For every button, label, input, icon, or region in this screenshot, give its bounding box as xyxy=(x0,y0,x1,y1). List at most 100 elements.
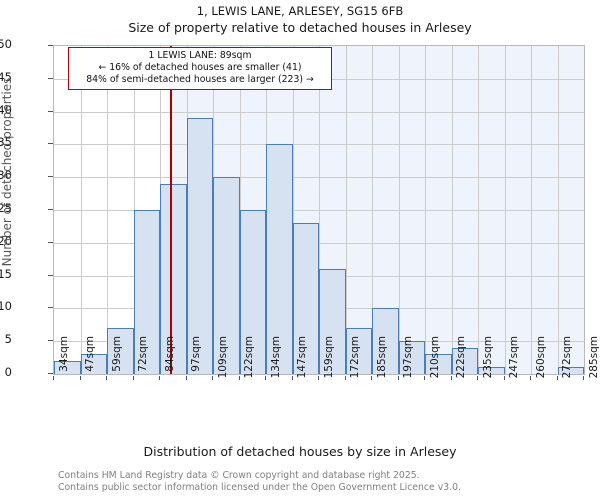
property-annotation-box: 1 LEWIS LANE: 89sqm ← 16% of detached ho… xyxy=(68,47,332,90)
gridline-x-13 xyxy=(398,46,400,374)
attribution-footer: Contains HM Land Registry data © Crown c… xyxy=(58,470,461,495)
gridline-x-17 xyxy=(504,46,506,374)
chart-title-subtitle: Size of property relative to detached ho… xyxy=(128,20,472,35)
x-tick-mark-20 xyxy=(583,376,584,380)
chart-title-address: 1, LEWIS LANE, ARLESEY, SG15 6FB xyxy=(196,4,404,18)
histogram-bar xyxy=(80,354,107,374)
x-tick-label-8: 134sqm xyxy=(269,336,282,379)
histogram-bar xyxy=(186,118,213,374)
y-tick-mark-45 xyxy=(48,77,53,79)
y-tick-label-30: 30 xyxy=(0,168,12,183)
y-axis-title: Number of detached properties xyxy=(0,77,14,267)
histogram-bar xyxy=(398,341,425,374)
x-tick-label-5: 97sqm xyxy=(190,336,202,372)
x-axis-title: Distribution of detached houses by size … xyxy=(143,444,457,459)
histogram-bar xyxy=(425,354,452,374)
x-tick-label-6: 109sqm xyxy=(216,336,229,379)
x-tick-label-12: 185sqm xyxy=(375,336,388,379)
x-tick-mark-0 xyxy=(53,376,54,380)
x-tick-mark-7 xyxy=(238,376,240,380)
x-tick-label-19: 272sqm xyxy=(561,336,573,379)
x-tick-label-18: 260sqm xyxy=(534,336,547,379)
x-tick-label-10: 159sqm xyxy=(322,336,335,379)
gridline-x-11 xyxy=(345,46,347,374)
gridline-x-14 xyxy=(425,46,426,374)
x-tick-label-4: 84sqm xyxy=(163,336,176,372)
x-tick-label-0: 34sqm xyxy=(57,336,70,372)
y-tick-label-45: 45 xyxy=(0,69,12,84)
x-tick-label-7: 122sqm xyxy=(243,336,255,379)
gridline-x-10 xyxy=(319,46,320,374)
annotation-line-2: ← 16% of detached houses are smaller (41… xyxy=(98,61,302,73)
x-tick-mark-18 xyxy=(530,376,531,380)
y-tick-label-5: 5 xyxy=(4,332,12,347)
histogram-bar xyxy=(160,183,187,374)
x-tick-mark-5 xyxy=(185,376,187,380)
y-tick-mark-0 xyxy=(48,373,53,374)
y-tick-label-50: 50 xyxy=(0,37,12,51)
x-tick-mark-6 xyxy=(212,376,213,380)
footer-line-1: Contains HM Land Registry data © Crown c… xyxy=(58,470,420,481)
plot-area xyxy=(53,45,585,375)
x-tick-mark-16 xyxy=(477,376,478,380)
x-tick-mark-4 xyxy=(159,376,160,380)
y-tick-label-0: 0 xyxy=(4,365,12,379)
annotation-line-1: 1 LEWIS LANE: 89sqm xyxy=(148,50,252,61)
x-tick-label-17: 247sqm xyxy=(508,336,520,379)
histogram-bar xyxy=(292,223,319,374)
x-tick-label-16: 235sqm xyxy=(481,336,494,379)
y-tick-label-35: 35 xyxy=(0,135,12,150)
x-tick-label-14: 210sqm xyxy=(428,336,441,379)
x-tick-mark-19 xyxy=(556,376,558,380)
x-tick-mark-1 xyxy=(79,376,81,380)
histogram-bars xyxy=(54,46,584,374)
annotation-line-3: 84% of semi-detached houses are larger (… xyxy=(86,73,314,85)
gridline-x-9 xyxy=(292,46,294,374)
histogram-bar xyxy=(451,347,478,374)
x-tick-label-20: 285sqm xyxy=(587,336,600,379)
histogram-bar xyxy=(557,367,584,374)
histogram-bar xyxy=(107,328,134,374)
gridline-x-2 xyxy=(107,46,108,374)
gridline-x-1 xyxy=(80,46,82,374)
y-tick-mark-25 xyxy=(48,209,53,210)
footer-line-2: Contains public sector information licen… xyxy=(58,482,461,494)
x-tick-mark-14 xyxy=(424,376,425,380)
y-tick-label-10: 10 xyxy=(0,299,12,314)
y-tick-mark-20 xyxy=(48,241,53,243)
y-tick-mark-15 xyxy=(48,274,53,276)
gridline-x-19 xyxy=(557,46,559,374)
y-tick-mark-40 xyxy=(48,110,53,112)
histogram-bar xyxy=(239,210,266,374)
y-tick-label-15: 15 xyxy=(0,266,12,281)
histogram-bar xyxy=(478,367,505,374)
x-tick-mark-12 xyxy=(371,376,372,380)
histogram-bar xyxy=(345,328,372,374)
histogram-bar xyxy=(372,308,399,374)
gridline-x-12 xyxy=(372,46,373,374)
x-tick-label-9: 147sqm xyxy=(296,336,308,379)
histogram-bar xyxy=(213,177,240,374)
x-tick-mark-15 xyxy=(450,376,452,380)
y-tick-mark-50 xyxy=(48,45,53,46)
histogram-bar xyxy=(266,144,293,374)
y-tick-label-20: 20 xyxy=(0,233,12,248)
property-size-marker-line xyxy=(170,46,173,374)
x-tick-mark-11 xyxy=(344,376,346,380)
x-tick-label-2: 59sqm xyxy=(110,336,123,372)
histogram-bar xyxy=(319,269,346,374)
x-tick-label-3: 72sqm xyxy=(137,336,149,372)
histogram-bar xyxy=(54,360,81,374)
gridline-x-18 xyxy=(531,46,532,374)
x-tick-label-15: 222sqm xyxy=(455,336,467,379)
x-tick-mark-9 xyxy=(291,376,293,380)
y-tick-mark-5 xyxy=(48,340,53,342)
x-tick-mark-2 xyxy=(106,376,107,380)
x-tick-mark-10 xyxy=(318,376,319,380)
x-tick-mark-17 xyxy=(503,376,505,380)
x-tick-label-11: 172sqm xyxy=(349,336,361,379)
x-tick-mark-3 xyxy=(132,376,134,380)
y-tick-mark-30 xyxy=(48,176,53,178)
y-tick-label-40: 40 xyxy=(0,102,12,117)
